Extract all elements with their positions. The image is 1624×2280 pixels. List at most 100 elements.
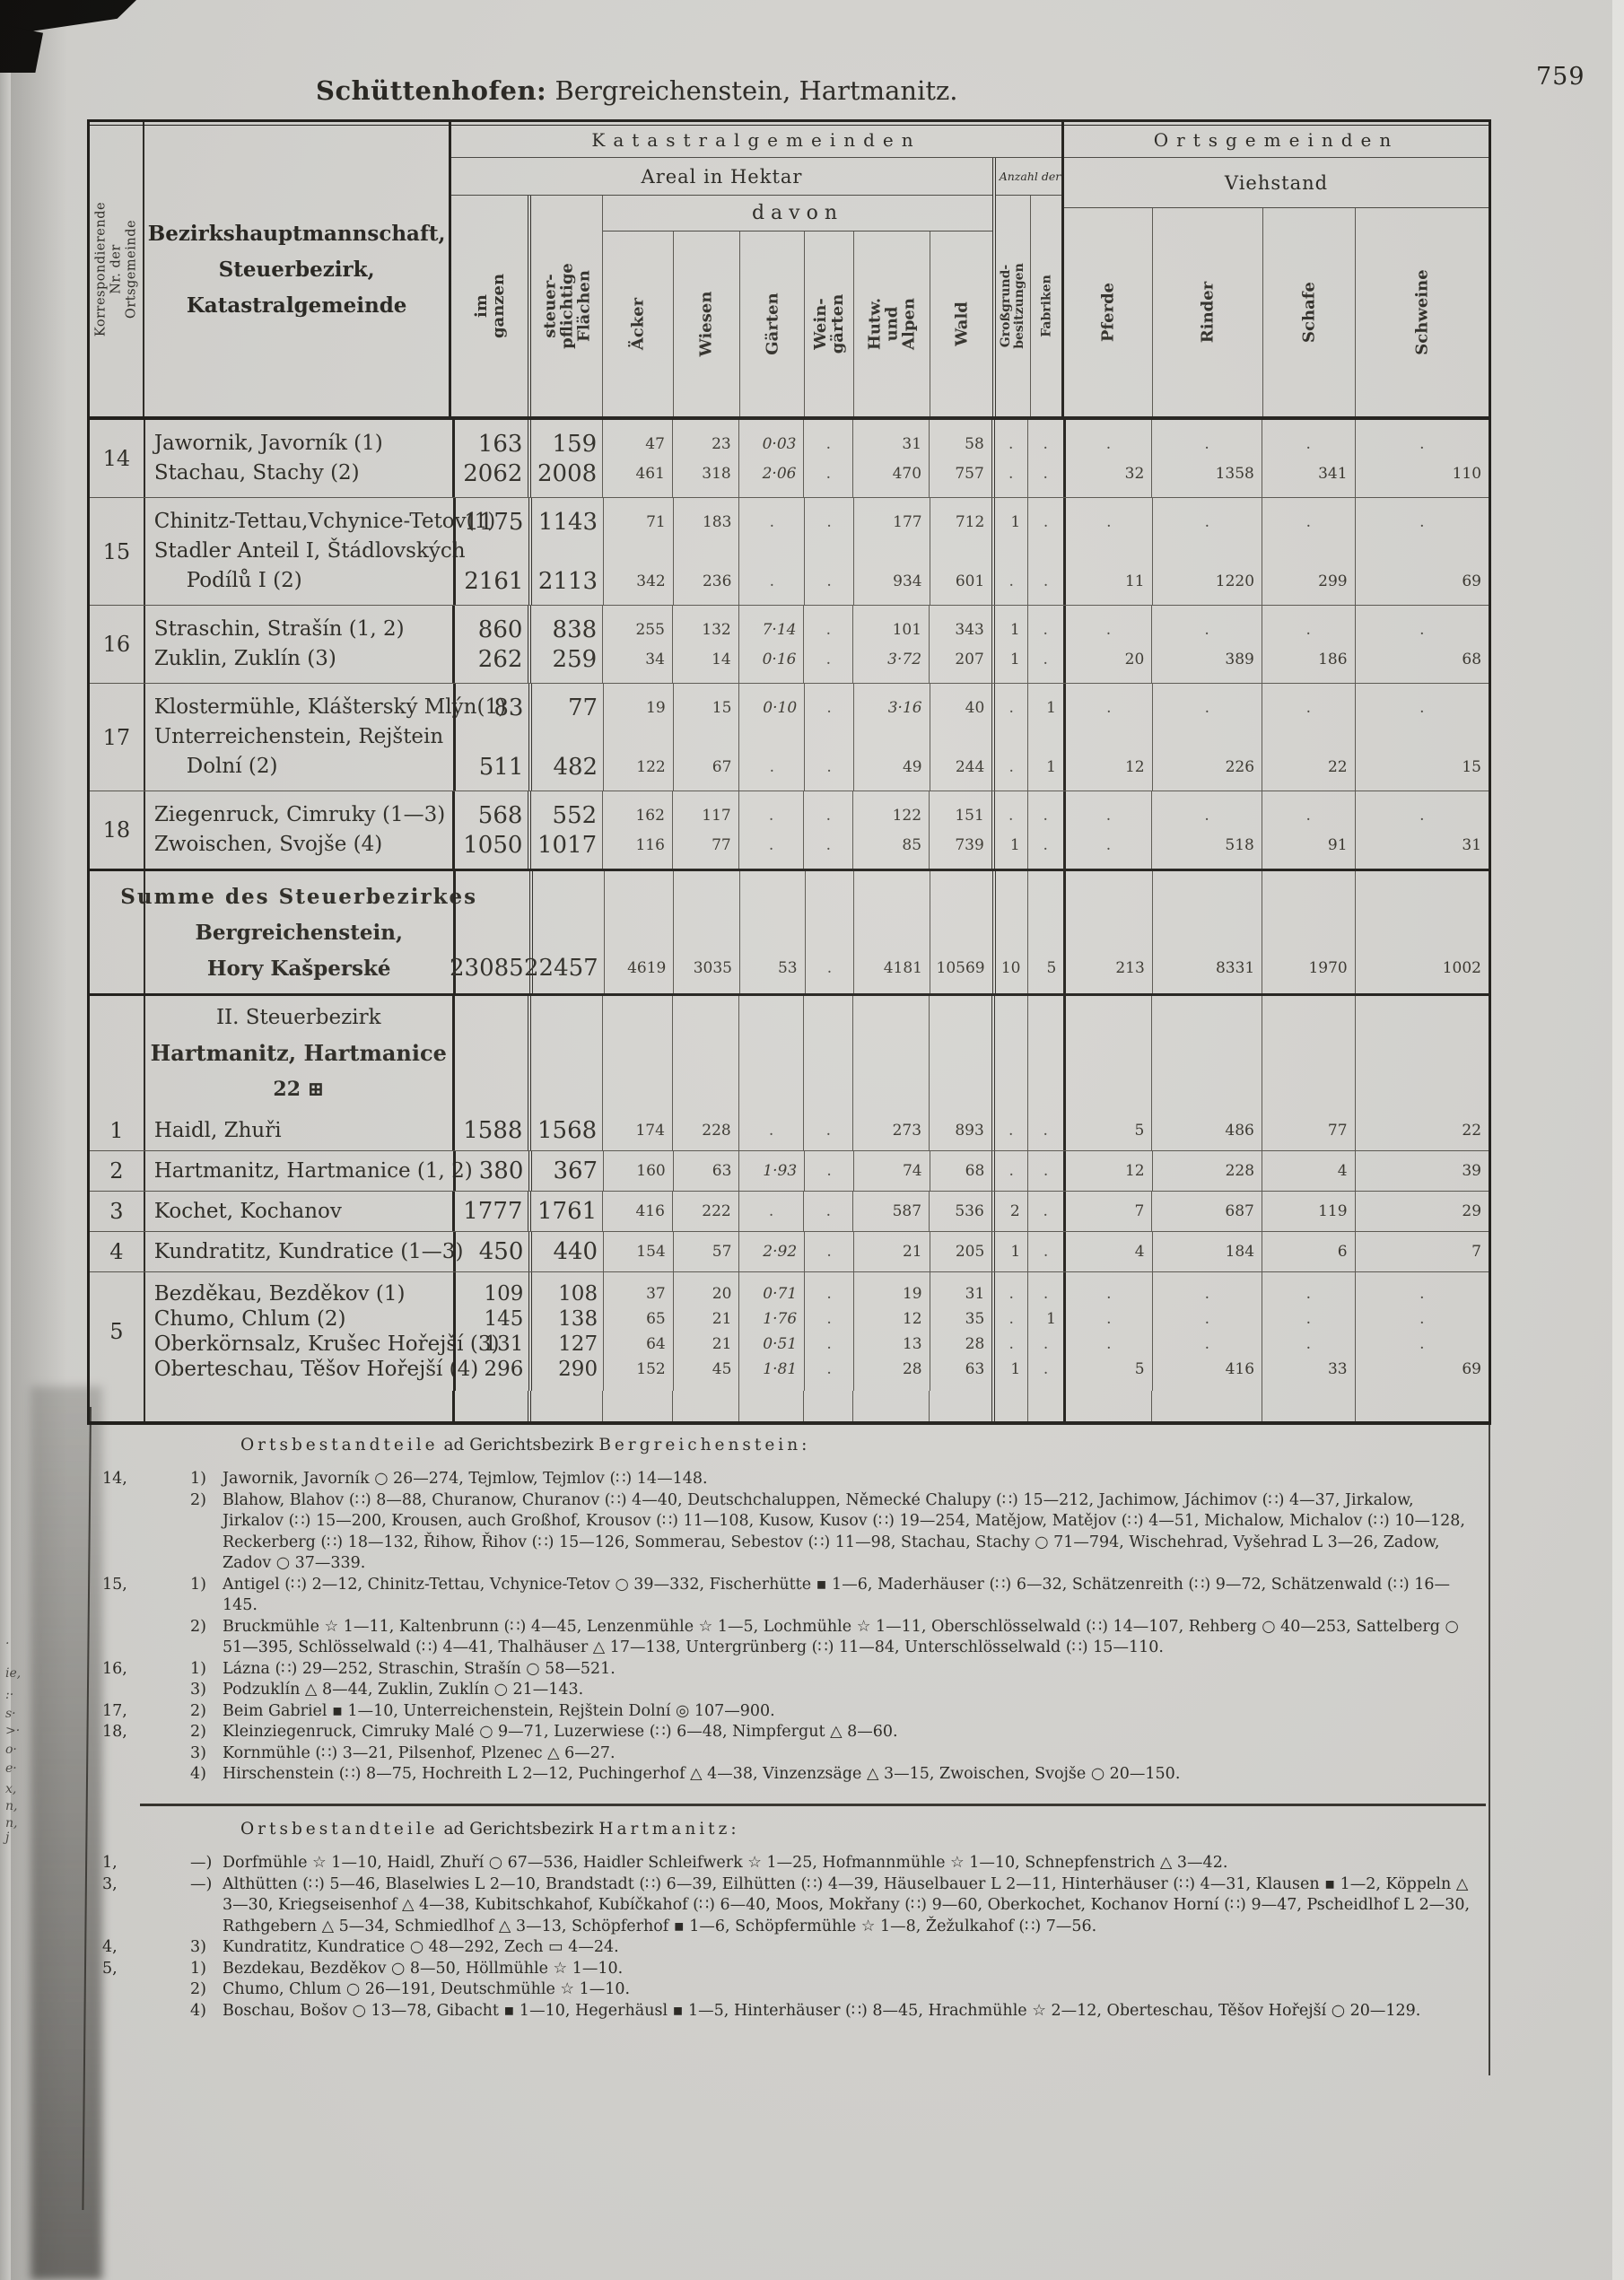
value-cell <box>1066 1035 1152 1071</box>
table-row-group: 17 Klostermühle, Klášterský Mlýn(1) Unterr… <box>90 683 1489 791</box>
value-column-cell: 228 <box>671 1111 738 1150</box>
value-cell: 151 <box>955 806 984 825</box>
bleed-mark: :· <box>5 1688 14 1702</box>
page-title-courts: Bergreichenstein, Hartmanitz. <box>546 75 958 106</box>
value-cell: 33 <box>1327 1360 1348 1378</box>
value-column-cell: 0·10. <box>738 684 804 791</box>
value-column-cell: . 1.. <box>1027 1272 1063 1391</box>
gemeinde-name-cell: Kundratitz, Kundratice (1—3) <box>143 1232 463 1271</box>
value-cell: 11 <box>1124 572 1145 590</box>
value-cell: 57 <box>712 1243 732 1261</box>
gemeinde-name-line: Dolní (2) <box>186 755 278 778</box>
header-name-column: Bezirkshauptmannschaft, Steuerbezirk, Ka… <box>143 122 449 416</box>
value-cell <box>604 537 673 566</box>
value-cell: 85 <box>902 835 922 854</box>
value-column-cell: 343 207 <box>929 606 991 683</box>
gemeinde-name-line: Stachau, Stachy (2) <box>153 461 360 485</box>
value-cell: 10 <box>1000 959 1021 977</box>
value-column-cell: 109 145 131 296 <box>452 1272 529 1391</box>
value-column-cell: 10 <box>991 871 1028 993</box>
value-cell: 22457 <box>523 955 598 982</box>
value-cell: 389 <box>1225 650 1254 668</box>
footnote-sub-number: —) <box>190 1854 213 1872</box>
value-cell: . <box>1008 757 1014 776</box>
value-cell: . <box>1204 698 1210 717</box>
value-cell: 1017 <box>537 831 598 859</box>
value-cell: . <box>1008 1310 1014 1328</box>
column-label-cell: Hutw. und Alpen <box>853 231 930 416</box>
value-column-cell: 71 342 <box>603 498 673 605</box>
value-cell <box>854 722 930 752</box>
value-cell <box>456 914 529 950</box>
value-column-cell: 101 3·72 <box>852 606 929 683</box>
value-column-cell: 159 2008 <box>528 420 602 497</box>
value-column-cell: . 91 <box>1261 791 1355 869</box>
value-cell: 860 <box>477 616 523 643</box>
value-cell: . <box>825 806 832 825</box>
value-cell <box>603 1035 672 1071</box>
column-label-cell: Wein- gärten <box>804 231 853 416</box>
gemeinde-name-line: Kochet, Kochanov <box>153 1199 342 1223</box>
value-cell <box>1066 722 1152 752</box>
value-column-cell: 58 757 <box>929 420 991 497</box>
value-column-cell <box>451 1391 528 1421</box>
value-column-cell: .. <box>738 498 804 605</box>
gemeinde-name-line: Zwoischen, Svojše (4) <box>153 833 383 856</box>
value-column-cell: 19 122 <box>603 684 673 791</box>
value-column-cell <box>991 1391 1027 1421</box>
value-cell <box>995 1071 1027 1107</box>
value-column-cell: . 518 <box>1151 791 1262 869</box>
value-cell <box>1152 1035 1262 1071</box>
value-cell <box>1066 537 1152 566</box>
value-column-cell: 7·14 0·16 <box>738 606 804 683</box>
value-column-cell: 4181 <box>853 871 930 993</box>
column-label-cell: Äcker <box>603 231 673 416</box>
value-cell: . <box>826 1162 832 1180</box>
value-cell: 838 <box>552 616 598 643</box>
value-cell: . <box>1008 698 1014 717</box>
value-cell <box>674 722 739 752</box>
row-number-cell: 2 <box>109 1158 124 1184</box>
value-column-cell: 205 <box>929 1232 992 1271</box>
value-cell <box>1153 537 1262 566</box>
value-column-cell <box>1354 996 1489 1111</box>
value-cell: 15 <box>1462 757 1481 776</box>
value-cell <box>1356 914 1489 950</box>
value-cell: . <box>1008 434 1014 453</box>
value-cell: 19 <box>646 698 666 717</box>
value-cell: 461 <box>635 464 665 483</box>
value-cell <box>804 1393 852 1420</box>
footnote-entry: 3, —) Althütten (∷) 5—46, Blaselwies L 2—1… <box>102 1874 1471 1935</box>
value-column-cell: 213 <box>1063 871 1152 993</box>
value-cell: . <box>1305 512 1312 531</box>
table-row-group: 15 Chinitz-Tettau,Vchynice-Tetov(1) Stadle… <box>90 497 1489 605</box>
value-cell: . <box>1008 806 1014 825</box>
value-cell: 1 <box>1009 650 1020 668</box>
value-cell: 177 <box>893 512 922 531</box>
footnote-group-number: 5, <box>102 1959 118 1978</box>
vertical-column-label: Wein- gärten <box>811 293 848 354</box>
value-column-cell: 29 <box>1354 1192 1489 1231</box>
value-column-cell: 486 <box>1151 1111 1262 1150</box>
value-cell <box>533 914 604 950</box>
value-cell: 757 <box>955 464 984 483</box>
value-cell: . <box>1419 620 1425 639</box>
row-number-cell: 14 <box>102 446 131 471</box>
vertical-column-label: Wiesen <box>696 291 716 357</box>
value-cell: 380 <box>478 1157 524 1184</box>
value-cell <box>854 878 930 914</box>
value-column-cell: .1 <box>991 791 1027 869</box>
value-cell <box>1028 537 1063 566</box>
header-steuerbezirk: Steuerbezirk, <box>218 257 375 282</box>
vertical-column-label: Großgrund- besitzungen <box>998 263 1026 349</box>
gemeinde-name-line <box>145 1393 452 1420</box>
value-cell: 450 <box>478 1238 524 1265</box>
value-cell: . <box>1106 1335 1112 1353</box>
value-cell <box>674 878 739 914</box>
value-column-cell: .. <box>804 684 853 791</box>
value-cell <box>603 1000 672 1035</box>
table-row-group: 16 Straschin, Strašín (1, 2) Zuklin, Zuklí… <box>90 605 1489 683</box>
value-cell: 1588 <box>463 1117 523 1144</box>
